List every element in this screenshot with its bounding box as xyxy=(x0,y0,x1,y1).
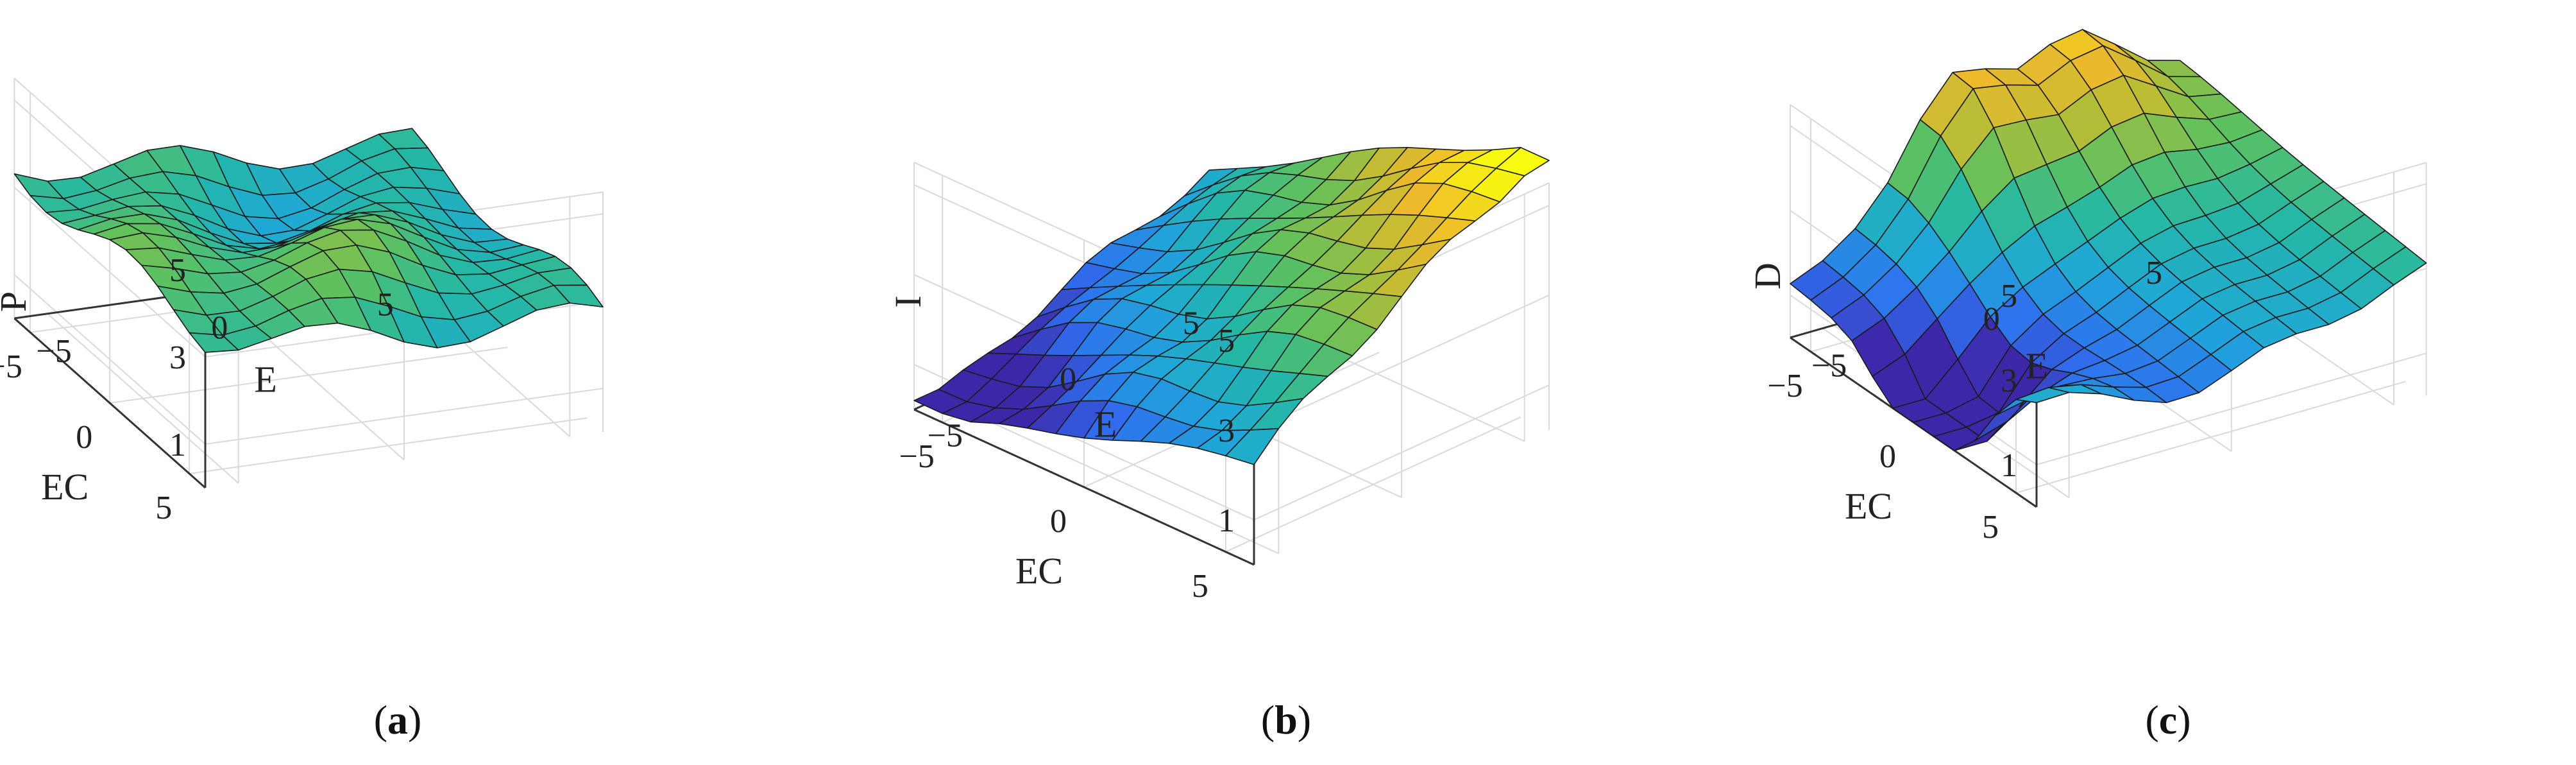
z-tick-label: 5 xyxy=(169,252,186,289)
y-tick-label: 5 xyxy=(1192,568,1208,605)
z-tick-label: 1 xyxy=(2001,447,2017,484)
x-tick-label: 5 xyxy=(377,286,394,323)
x-tick-label: −5 xyxy=(36,333,71,370)
y-tick-label: 0 xyxy=(1050,503,1067,540)
y-tick-label: 0 xyxy=(1879,438,1896,475)
chart-panel-b: 1 3 5 −5 0 5 5 0 −5 I E EC xyxy=(860,0,1719,765)
surface-mesh xyxy=(913,147,1550,465)
z-tick-label: 1 xyxy=(169,427,186,463)
caption-c: (c) xyxy=(2145,697,2191,743)
surface-patch xyxy=(553,284,604,308)
z-tick-label: 3 xyxy=(2001,363,2017,399)
surface-mesh xyxy=(1790,29,2427,451)
x-tick-label: 5 xyxy=(2146,255,2162,291)
caption-letter: a xyxy=(387,697,408,743)
x-tick-label: 5 xyxy=(1183,305,1199,342)
y-tick-label: 0 xyxy=(76,419,92,456)
caption-b: (b) xyxy=(1260,697,1312,743)
y-tick-label: −5 xyxy=(1767,368,1802,404)
y-tick-label: −5 xyxy=(899,438,935,475)
x-axis-label: E xyxy=(1094,404,1117,445)
x-axis-label: E xyxy=(2026,345,2048,387)
y-tick-label: 5 xyxy=(1982,509,1999,546)
caption-letter: b xyxy=(1275,697,1298,743)
y-axis-label: EC xyxy=(1015,550,1063,592)
caption-letter: c xyxy=(2158,697,2178,743)
surface-patch xyxy=(2373,246,2427,286)
x-tick-label: −5 xyxy=(928,418,963,454)
z-axis-label: P xyxy=(0,291,34,312)
chart-panel-c: 1 3 5 −5 0 5 5 0 −5 D E EC xyxy=(1719,0,2576,765)
y-axis-label: EC xyxy=(41,466,89,508)
z-tick-label: 3 xyxy=(1218,413,1235,449)
x-axis-label: E xyxy=(254,358,276,400)
x-tick-label: 0 xyxy=(1983,301,2000,338)
y-axis-label: EC xyxy=(1845,485,1892,527)
y-tick-label: 5 xyxy=(155,490,172,526)
x-tick-label: 0 xyxy=(1060,361,1076,398)
z-tick-label: 1 xyxy=(1218,503,1235,539)
z-tick-label: 3 xyxy=(169,340,186,376)
surface-patch xyxy=(1495,147,1550,176)
z-axis-label: I xyxy=(887,295,929,307)
x-tick-label: 0 xyxy=(211,310,228,347)
z-tick-label: 5 xyxy=(1218,323,1235,359)
z-tick-label: 5 xyxy=(2001,278,2017,314)
y-tick-label: −5 xyxy=(0,348,22,385)
z-axis-label: D xyxy=(1747,262,1788,289)
caption-a: (a) xyxy=(373,697,422,743)
x-tick-label: −5 xyxy=(1811,348,1847,384)
surface-mesh xyxy=(13,128,604,353)
